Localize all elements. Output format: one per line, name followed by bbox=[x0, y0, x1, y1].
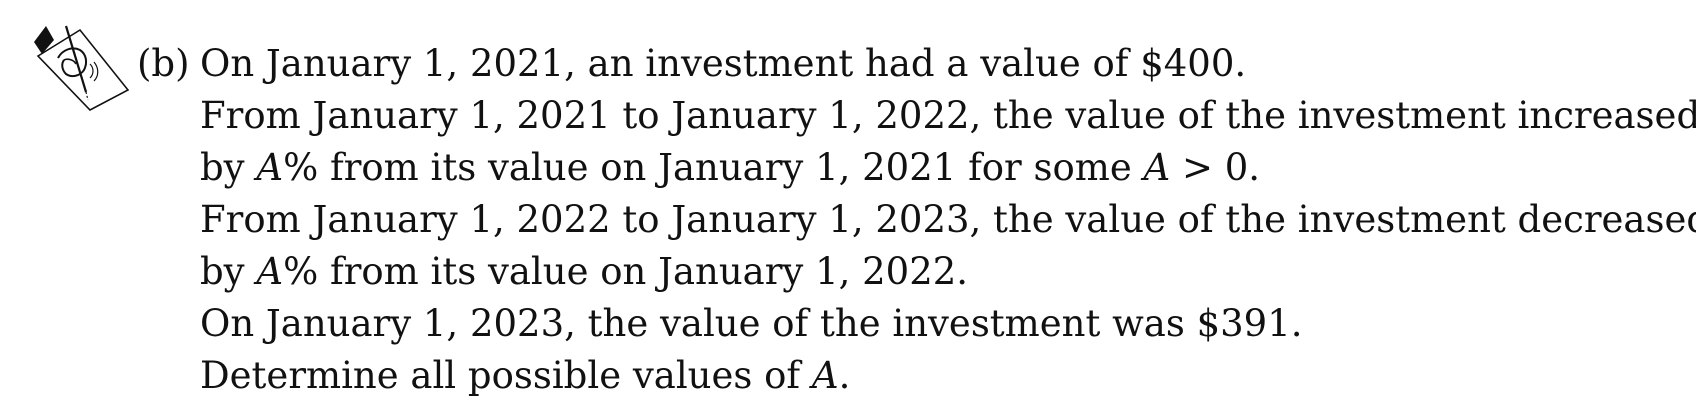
line-3-text-a: by bbox=[200, 146, 257, 189]
variable-a: A bbox=[256, 146, 284, 189]
line-3-text-b: % from its value on January 1, 2021 for … bbox=[283, 146, 1144, 189]
line-7-text-b: . bbox=[838, 354, 851, 397]
part-label: (b) bbox=[137, 42, 190, 85]
question-line-3: by A% from its value on January 1, 2021 … bbox=[200, 142, 1670, 194]
question-body: On January 1, 2021, an investment had a … bbox=[200, 38, 1696, 402]
variable-a: A bbox=[1143, 146, 1171, 189]
question-line-5: by A% from its value on January 1, 2022. bbox=[200, 246, 1670, 298]
line-3-text-c: > 0. bbox=[1170, 146, 1261, 189]
question-line-2: From January 1, 2021 to January 1, 2022,… bbox=[200, 94, 1696, 137]
question-line-1: On January 1, 2021, an investment had a … bbox=[200, 42, 1247, 85]
question-line-6: On January 1, 2023, the value of the inv… bbox=[200, 302, 1303, 345]
pencil-writing-icon bbox=[34, 25, 130, 111]
question-line-7: Determine all possible values of A. bbox=[200, 350, 1670, 402]
variable-a: A bbox=[256, 250, 284, 293]
question-line-4: From January 1, 2022 to January 1, 2023,… bbox=[200, 198, 1696, 241]
variable-a: A bbox=[811, 354, 839, 397]
line-5-text-b: % from its value on January 1, 2022. bbox=[283, 250, 969, 293]
line-5-text-a: by bbox=[200, 250, 257, 293]
line-7-text-a: Determine all possible values of bbox=[200, 354, 812, 397]
